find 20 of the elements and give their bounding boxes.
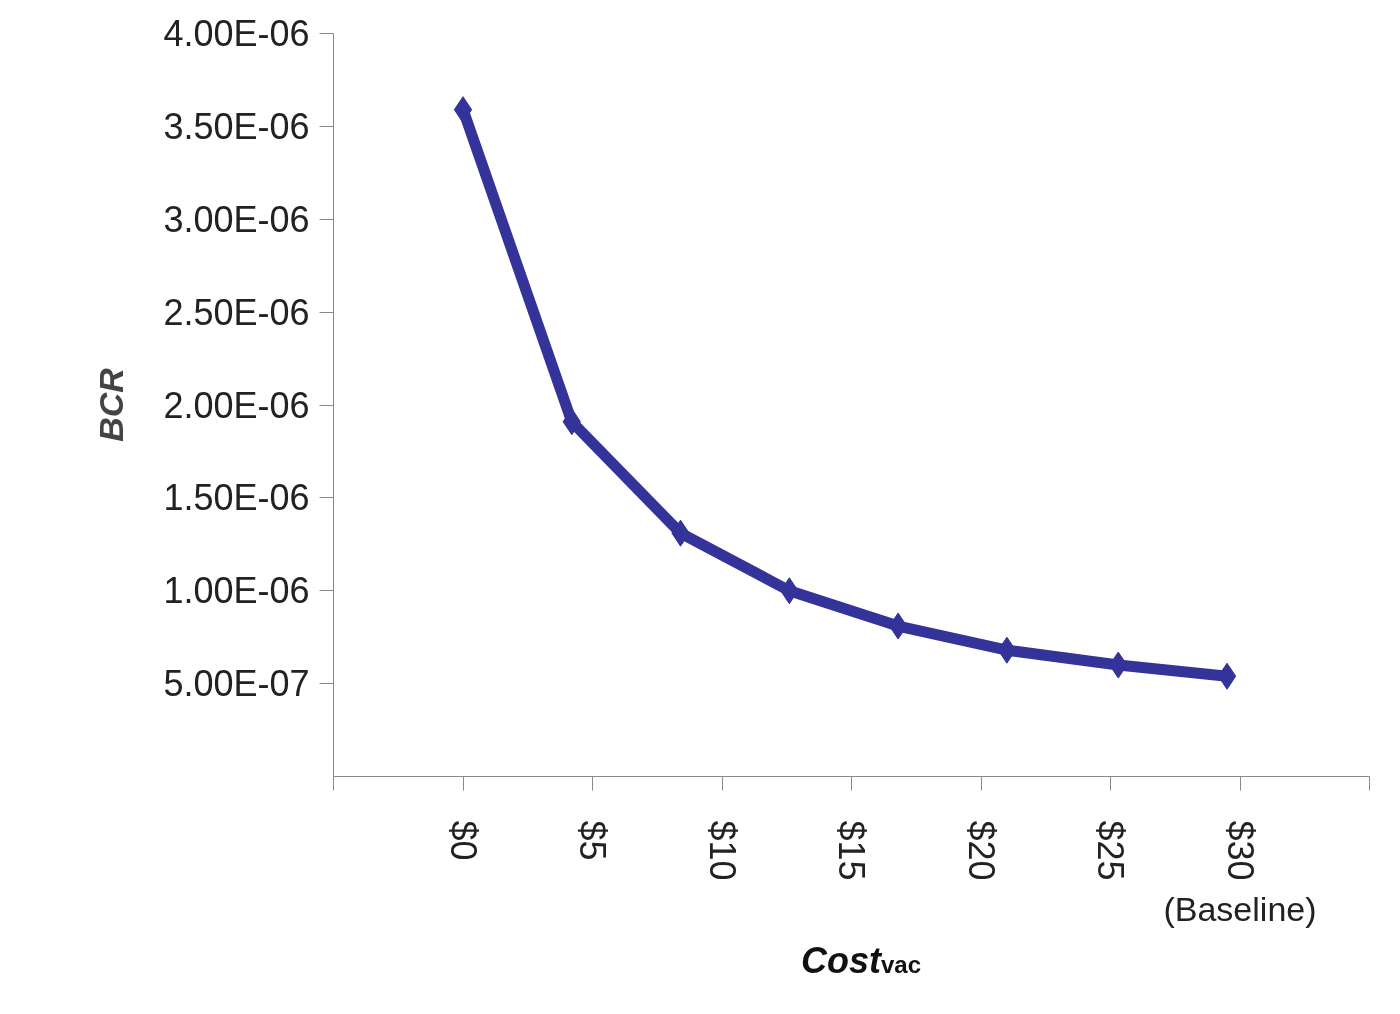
y-tick-label: 1.00E-06 (163, 570, 310, 612)
y-tick-label: 5.00E-07 (163, 663, 310, 705)
y-axis-title: BCR (92, 367, 131, 442)
y-tick-label: 3.00E-06 (163, 198, 310, 240)
y-tick-label: 2.00E-06 (163, 384, 310, 426)
y-tick-label: 1.50E-06 (163, 477, 310, 519)
y-tick-label: 4.00E-06 (163, 13, 310, 54)
x-tick-label: $20 (960, 820, 1002, 881)
point (453, 96, 473, 124)
x-tick-label: $30 (1219, 820, 1261, 881)
x-tick-label: $10 (701, 820, 743, 881)
text: (Baseline) (1163, 889, 1317, 928)
point (888, 612, 908, 640)
y-tick-label: 3.50E-06 (163, 105, 310, 147)
x-axis-title: Costvac (800, 940, 922, 981)
y-tick-label: 2.50E-06 (163, 291, 310, 333)
x-tick-label: $25 (1090, 820, 1131, 881)
x-tick-label: $0 (442, 820, 484, 861)
x-tick-label: $15 (831, 820, 872, 881)
x-tick-label: $5 (572, 820, 613, 861)
